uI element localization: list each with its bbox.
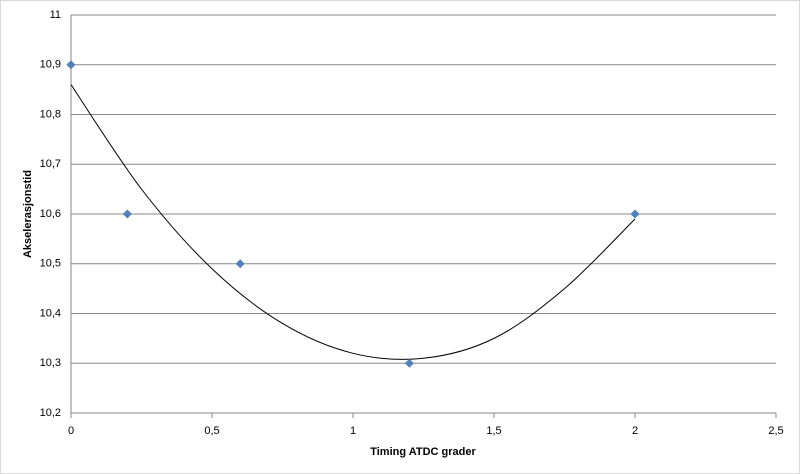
data-point (122, 209, 132, 219)
data-point (404, 358, 414, 368)
x-axis-title: Timing ATDC grader (370, 446, 476, 458)
y-tick-label: 10,8 (40, 108, 61, 120)
x-tick-label: 2 (632, 425, 638, 437)
y-tick-label: 10,2 (40, 407, 61, 419)
data-point (630, 209, 640, 219)
x-tick-label: 2,5 (768, 425, 783, 437)
y-axis-title: Akselerasjonstid (22, 170, 34, 258)
x-tick-label: 1 (350, 425, 356, 437)
data-point (235, 259, 245, 269)
y-tick-label: 10,7 (40, 158, 61, 170)
x-tick-label: 0,5 (204, 425, 219, 437)
y-tick-label: 10,4 (40, 307, 61, 319)
data-point (66, 60, 76, 70)
y-tick-label: 10,5 (40, 258, 61, 270)
trendline (70, 84, 636, 360)
x-tick-label: 1,5 (486, 425, 501, 437)
x-tick-label: 0 (68, 425, 74, 437)
y-tick-label: 10,3 (40, 357, 61, 369)
y-tick-label: 10,6 (40, 208, 61, 220)
y-tick-label: 10,9 (40, 59, 61, 71)
y-tick-label: 11 (50, 9, 61, 21)
